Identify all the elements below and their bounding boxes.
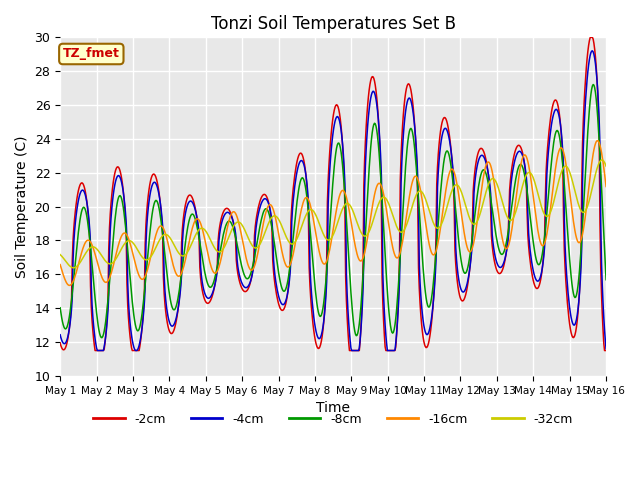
-8cm bbox=[66, 309, 74, 315]
-4cm bbox=[56, 332, 64, 337]
-2cm bbox=[56, 340, 64, 346]
-8cm bbox=[179, 264, 186, 269]
-2cm bbox=[123, 281, 131, 287]
-2cm bbox=[400, 103, 408, 108]
-32cm bbox=[207, 239, 215, 244]
-16cm bbox=[65, 283, 73, 288]
Line: -4cm: -4cm bbox=[60, 51, 606, 350]
-8cm bbox=[416, 220, 424, 226]
-8cm bbox=[98, 335, 106, 340]
-32cm bbox=[179, 253, 186, 259]
-16cm bbox=[416, 185, 424, 191]
-16cm bbox=[56, 262, 64, 267]
-32cm bbox=[602, 163, 610, 169]
-2cm bbox=[416, 300, 424, 306]
-2cm bbox=[587, 35, 595, 40]
-8cm bbox=[56, 305, 64, 311]
-2cm bbox=[66, 319, 74, 324]
Y-axis label: Soil Temperature (C): Soil Temperature (C) bbox=[15, 135, 29, 278]
-32cm bbox=[56, 252, 64, 257]
Line: -8cm: -8cm bbox=[60, 84, 606, 337]
-4cm bbox=[93, 348, 101, 353]
Text: TZ_fmet: TZ_fmet bbox=[63, 48, 120, 60]
-4cm bbox=[400, 122, 408, 128]
-16cm bbox=[207, 264, 215, 270]
-32cm bbox=[416, 188, 424, 194]
Line: -32cm: -32cm bbox=[60, 160, 606, 268]
-4cm bbox=[123, 235, 131, 241]
-4cm bbox=[416, 279, 424, 285]
-4cm bbox=[179, 240, 186, 246]
-32cm bbox=[66, 264, 74, 269]
-2cm bbox=[207, 296, 215, 302]
-16cm bbox=[179, 268, 186, 274]
-16cm bbox=[602, 184, 610, 190]
-8cm bbox=[602, 277, 610, 283]
-16cm bbox=[123, 232, 131, 238]
Title: Tonzi Soil Temperatures Set B: Tonzi Soil Temperatures Set B bbox=[211, 15, 456, 33]
-32cm bbox=[400, 227, 408, 233]
-8cm bbox=[589, 82, 597, 87]
-8cm bbox=[123, 239, 131, 245]
Line: -2cm: -2cm bbox=[60, 37, 606, 350]
-2cm bbox=[179, 226, 186, 232]
-4cm bbox=[66, 321, 74, 327]
-16cm bbox=[594, 138, 602, 144]
-8cm bbox=[400, 186, 408, 192]
-32cm bbox=[70, 265, 77, 271]
-4cm bbox=[207, 293, 215, 299]
Line: -16cm: -16cm bbox=[60, 141, 606, 286]
-32cm bbox=[598, 157, 606, 163]
-2cm bbox=[92, 348, 99, 353]
-16cm bbox=[67, 282, 75, 288]
-8cm bbox=[207, 284, 215, 290]
Legend: -2cm, -4cm, -8cm, -16cm, -32cm: -2cm, -4cm, -8cm, -16cm, -32cm bbox=[88, 408, 578, 431]
-4cm bbox=[589, 48, 596, 54]
-2cm bbox=[602, 348, 610, 353]
-16cm bbox=[400, 229, 408, 235]
X-axis label: Time: Time bbox=[316, 401, 350, 415]
-32cm bbox=[123, 239, 131, 244]
-4cm bbox=[602, 346, 610, 352]
